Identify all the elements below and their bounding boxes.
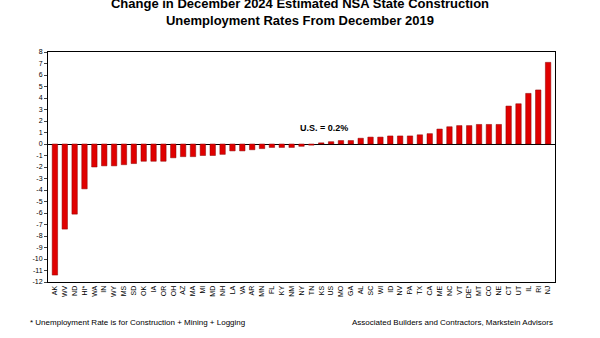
- svg-text:* Unemployment Rate is for Con: * Unemployment Rate is for Construction …: [30, 318, 245, 327]
- svg-text:NY: NY: [298, 285, 305, 295]
- svg-text:MD: MD: [209, 286, 216, 297]
- svg-text:CO: CO: [485, 285, 492, 296]
- svg-text:WY: WY: [110, 285, 117, 297]
- svg-text:WI: WI: [377, 286, 384, 295]
- svg-text:WA: WA: [91, 285, 98, 296]
- svg-text:TN: TN: [308, 286, 315, 295]
- svg-text:U.S. = 0.2%: U.S. = 0.2%: [300, 123, 348, 133]
- svg-text:DE*: DE*: [465, 286, 472, 299]
- svg-text:MO: MO: [337, 285, 344, 297]
- svg-text:OK: OK: [140, 285, 147, 295]
- svg-text:TX: TX: [416, 285, 423, 294]
- svg-text:NV: NV: [396, 285, 403, 295]
- svg-text:ND: ND: [71, 286, 78, 296]
- svg-text:FL: FL: [268, 286, 275, 294]
- svg-text:AR: AR: [248, 286, 255, 296]
- svg-text:-4: -4: [36, 186, 42, 193]
- svg-text:MS: MS: [120, 285, 127, 296]
- svg-text:0: 0: [39, 140, 43, 147]
- svg-text:AZ: AZ: [179, 285, 186, 295]
- svg-text:NH: NH: [219, 286, 226, 296]
- svg-text:MN: MN: [258, 286, 265, 297]
- svg-text:-2: -2: [36, 163, 42, 170]
- svg-text:IL: IL: [525, 286, 532, 292]
- svg-text:ID: ID: [387, 286, 394, 293]
- svg-text:6: 6: [39, 71, 43, 78]
- svg-text:7: 7: [39, 60, 43, 67]
- svg-text:IA: IA: [150, 285, 157, 292]
- svg-text:4: 4: [39, 94, 43, 101]
- svg-text:PA: PA: [406, 285, 413, 294]
- svg-text:MI: MI: [199, 286, 206, 294]
- svg-text:KS: KS: [318, 285, 325, 295]
- svg-text:UT: UT: [515, 285, 522, 295]
- svg-text:KY: KY: [278, 285, 285, 295]
- svg-text:-8: -8: [36, 232, 42, 239]
- svg-text:MA: MA: [189, 285, 196, 296]
- svg-text:RI: RI: [535, 286, 542, 293]
- svg-text:-10: -10: [32, 255, 42, 262]
- svg-text:-1: -1: [36, 152, 42, 159]
- svg-text:ME: ME: [436, 285, 443, 296]
- svg-text:MT: MT: [475, 285, 482, 296]
- svg-text:NJ: NJ: [544, 286, 551, 295]
- svg-text:Associated Builders and Contra: Associated Builders and Contractors, Mar…: [352, 318, 553, 327]
- svg-text:-9: -9: [36, 244, 42, 251]
- svg-text:8: 8: [39, 48, 43, 55]
- svg-text:US: US: [327, 285, 334, 295]
- svg-text:IN: IN: [100, 286, 107, 293]
- svg-text:WV: WV: [61, 285, 68, 297]
- svg-text:LA: LA: [229, 285, 236, 294]
- svg-text:VA: VA: [239, 285, 246, 294]
- svg-text:VT: VT: [456, 285, 463, 295]
- svg-text:HI*: HI*: [81, 286, 88, 296]
- svg-text:Change in December 2024 Estima: Change in December 2024 Estimated NSA St…: [111, 0, 489, 28]
- svg-text:-12: -12: [32, 278, 42, 285]
- svg-text:1: 1: [39, 129, 43, 136]
- svg-text:5: 5: [39, 83, 43, 90]
- svg-text:OR: OR: [160, 286, 167, 297]
- svg-text:3: 3: [39, 106, 43, 113]
- svg-text:OH: OH: [170, 286, 177, 297]
- svg-text:AK: AK: [51, 285, 58, 295]
- svg-text:-7: -7: [36, 221, 42, 228]
- svg-text:-5: -5: [36, 198, 42, 205]
- svg-text:SC: SC: [367, 286, 374, 296]
- svg-text:-11: -11: [33, 267, 43, 274]
- svg-text:NC: NC: [446, 286, 453, 296]
- svg-text:GA: GA: [347, 285, 354, 295]
- svg-text:NM: NM: [288, 286, 295, 297]
- svg-text:CA: CA: [426, 285, 433, 295]
- svg-text:SD: SD: [130, 286, 137, 296]
- svg-text:-6: -6: [36, 209, 42, 216]
- svg-text:CT: CT: [505, 285, 512, 295]
- svg-text:NE: NE: [495, 285, 502, 295]
- svg-text:2: 2: [39, 117, 43, 124]
- svg-text:-3: -3: [36, 175, 42, 182]
- svg-text:AL: AL: [357, 286, 364, 295]
